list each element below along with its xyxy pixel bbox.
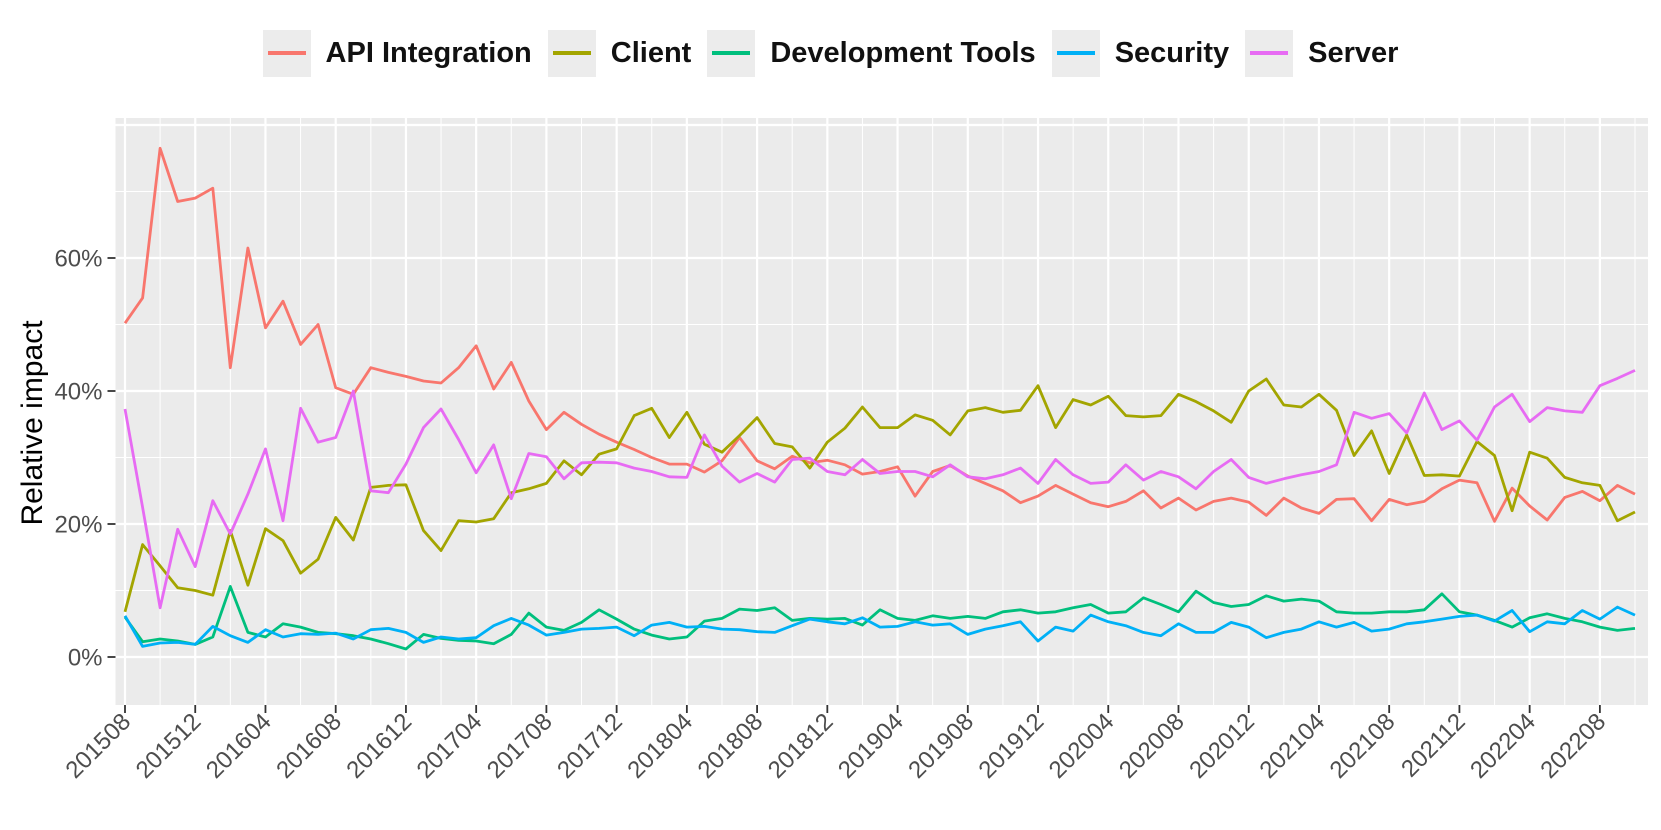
x-tick-label: 201712 (552, 708, 628, 784)
x-tick-label: 201708 (482, 708, 558, 784)
gridlines (115, 118, 1648, 705)
legend-item-api-integration: API Integration (262, 29, 532, 77)
legend-item-server: Server (1245, 29, 1399, 77)
x-tick-label: 201912 (974, 708, 1050, 784)
legend-label: Security (1114, 36, 1230, 69)
x-tick-label: 202204 (1465, 708, 1541, 784)
x-tick-label: 201804 (622, 708, 698, 784)
x-tick-label: 201904 (833, 708, 909, 784)
x-tick-label: 201812 (763, 708, 839, 784)
x-axis-labels: 2015082015122016042016082016122017042017… (61, 708, 1612, 784)
x-tick-label: 201608 (271, 708, 347, 784)
x-tick-label: 201808 (693, 708, 769, 784)
legend-label: Development Tools (770, 36, 1036, 69)
legend-key-line (1250, 51, 1289, 55)
legend-key-icon (1051, 29, 1100, 77)
legend-label: API Integration (325, 36, 532, 69)
x-tick-label: 202112 (1396, 708, 1470, 782)
series-line-api-integration (123, 146, 1636, 523)
x-tick-label: 202012 (1184, 708, 1260, 784)
x-tick-label: 201508 (61, 708, 137, 784)
x-tick-label: 202008 (1114, 708, 1190, 784)
series-line-development-tools (123, 585, 1636, 651)
legend-key-icon (707, 29, 756, 77)
y-axis-labels: 0% 20% 40% 60% (54, 246, 102, 672)
legend-label: Client (610, 36, 692, 69)
y-tick-label: 40% (54, 379, 102, 406)
legend-item-security: Security (1051, 29, 1230, 77)
y-tick-label: 0% (68, 645, 103, 672)
y-tick-label: 60% (54, 246, 102, 273)
x-tick-label: 201704 (412, 708, 488, 784)
legend: API Integration Client Development Tools Se… (0, 29, 1661, 77)
axis-ticks (107, 257, 1601, 713)
legend-item-client: Client (547, 29, 692, 77)
x-tick-label: 201512 (131, 708, 207, 784)
x-tick-label: 202208 (1535, 708, 1611, 784)
x-tick-label: 201612 (341, 708, 417, 784)
legend-key-line (267, 51, 306, 55)
series-line-security (123, 605, 1636, 648)
x-tick-label: 201908 (903, 708, 979, 784)
x-tick-label: 202104 (1254, 708, 1330, 784)
legend-key-icon (1245, 29, 1294, 77)
legend-key-line (1056, 51, 1095, 55)
legend-key-line (712, 51, 751, 55)
legend-label: Server (1308, 36, 1399, 69)
legend-key-line (552, 51, 591, 55)
series-line-server (123, 369, 1636, 610)
legend-item-development-tools: Development Tools (707, 29, 1036, 77)
x-tick-label: 202108 (1325, 708, 1401, 784)
x-tick-label: 202004 (1044, 708, 1120, 784)
legend-key-icon (547, 29, 596, 77)
legend-key-icon (262, 29, 311, 77)
series-line-client (123, 377, 1636, 613)
y-tick-label: 20% (54, 512, 102, 539)
x-tick-label: 201604 (201, 708, 277, 784)
